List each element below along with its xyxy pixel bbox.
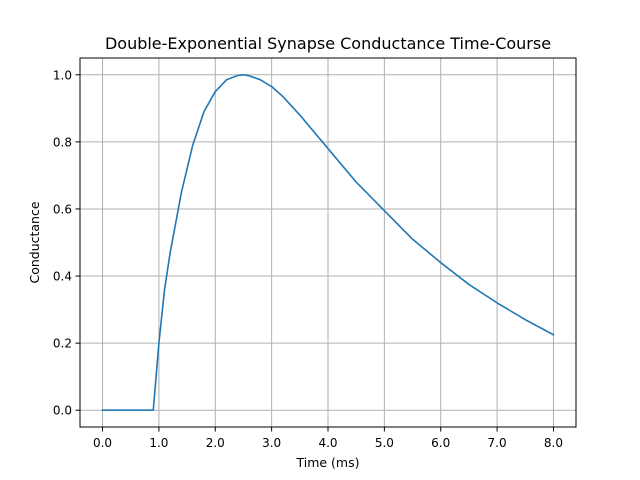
x-tick-label: 1.0 bbox=[149, 436, 168, 450]
series-layer bbox=[101, 73, 555, 412]
y-axis-label: Conductance bbox=[27, 201, 42, 283]
y-tick-label: 0.4 bbox=[53, 270, 72, 284]
x-tick-label: 6.0 bbox=[431, 436, 450, 450]
x-tick-label: 0.0 bbox=[93, 436, 112, 450]
x-tick-label: 3.0 bbox=[262, 436, 281, 450]
tick-layer: 0.0 1.0 2.0 3.0 4.0 5.0 6.0 7.0 8.0 0.0 0.2 0.4 0.6 0… bbox=[53, 68, 563, 450]
x-tick-label: 4.0 bbox=[318, 436, 337, 450]
x-axis-label: Time (ms) bbox=[295, 455, 359, 470]
y-tick-label: 0.2 bbox=[53, 337, 72, 351]
y-tick-label: 0.8 bbox=[53, 135, 72, 149]
series-line bbox=[101, 73, 555, 412]
x-tick-label: 8.0 bbox=[544, 436, 563, 450]
chart-title: Double-Exponential Synapse Conductance T… bbox=[105, 34, 551, 53]
y-tick-label: 1.0 bbox=[53, 68, 72, 82]
x-tick-label: 7.0 bbox=[488, 436, 507, 450]
grid-layer bbox=[80, 58, 576, 427]
y-tick-label: 0.6 bbox=[53, 202, 72, 216]
x-tick-label: 2.0 bbox=[206, 436, 225, 450]
x-tick-label: 5.0 bbox=[375, 436, 394, 450]
y-tick-label: 0.0 bbox=[53, 404, 72, 418]
